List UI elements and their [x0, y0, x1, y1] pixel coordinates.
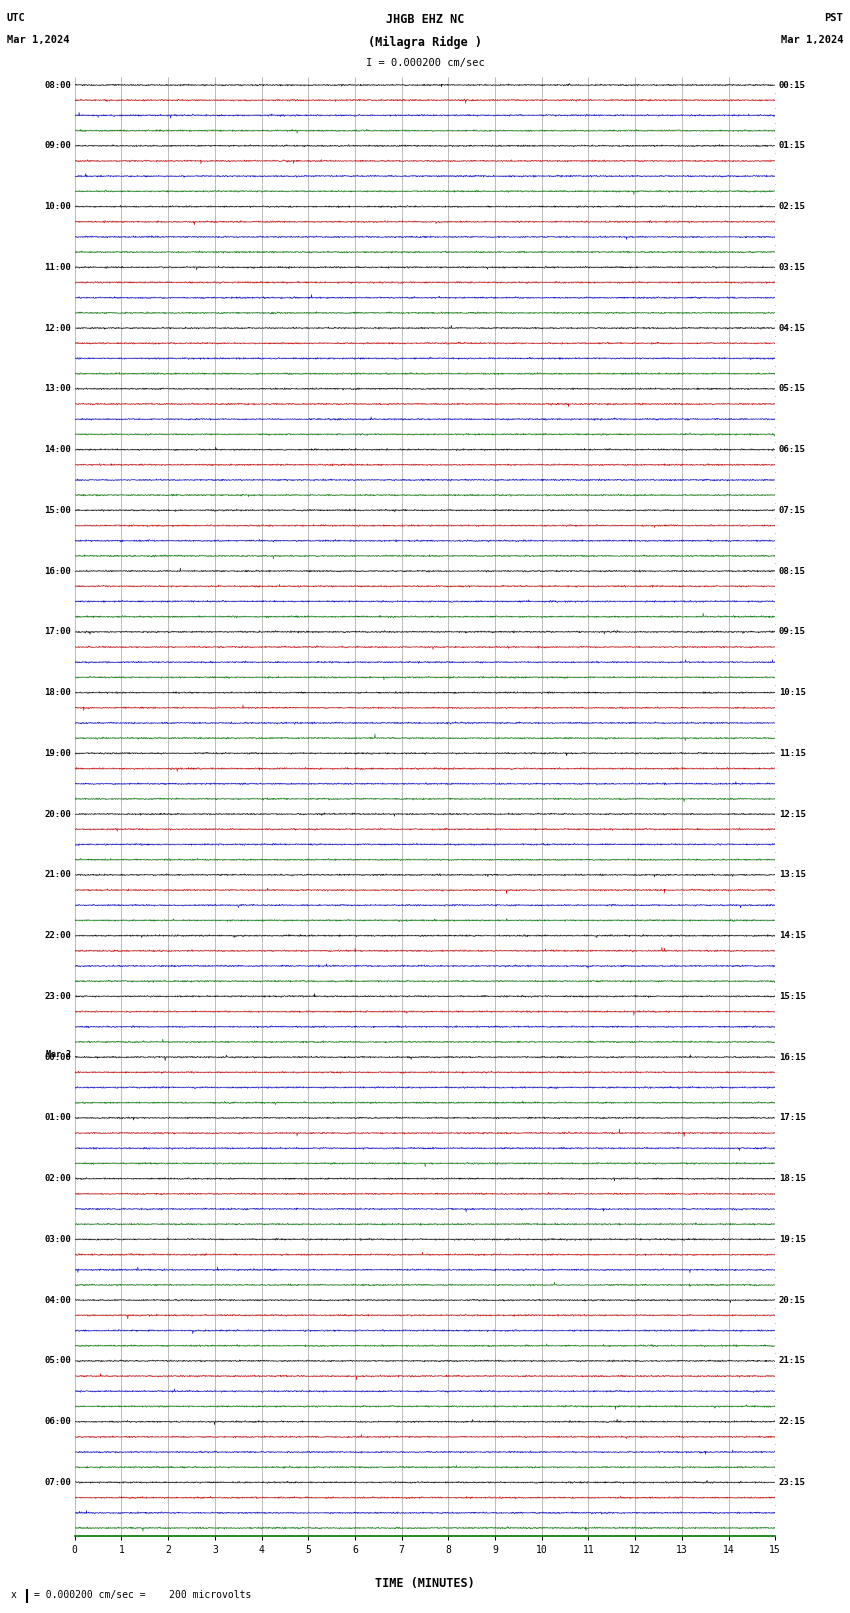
- Text: 18:15: 18:15: [779, 1174, 806, 1182]
- Text: UTC: UTC: [7, 13, 26, 23]
- Text: 05:15: 05:15: [779, 384, 806, 394]
- Text: 06:00: 06:00: [44, 1418, 71, 1426]
- Text: 23:00: 23:00: [44, 992, 71, 1000]
- Text: 04:00: 04:00: [44, 1295, 71, 1305]
- Text: 18:00: 18:00: [44, 689, 71, 697]
- Text: 10:00: 10:00: [44, 202, 71, 211]
- Text: 15:15: 15:15: [779, 992, 806, 1000]
- Text: 07:00: 07:00: [44, 1478, 71, 1487]
- Text: 14:15: 14:15: [779, 931, 806, 940]
- Text: 03:00: 03:00: [44, 1236, 71, 1244]
- Text: 11:00: 11:00: [44, 263, 71, 271]
- Text: 08:15: 08:15: [779, 566, 806, 576]
- Text: 02:00: 02:00: [44, 1174, 71, 1182]
- Text: 20:15: 20:15: [779, 1295, 806, 1305]
- Text: 08:00: 08:00: [44, 81, 71, 89]
- Text: (Milagra Ridge ): (Milagra Ridge ): [368, 35, 482, 48]
- Text: 10:15: 10:15: [779, 689, 806, 697]
- Text: 12:00: 12:00: [44, 324, 71, 332]
- Text: 01:00: 01:00: [44, 1113, 71, 1123]
- Text: I = 0.000200 cm/sec: I = 0.000200 cm/sec: [366, 58, 484, 68]
- Text: 22:15: 22:15: [779, 1418, 806, 1426]
- Text: 23:15: 23:15: [779, 1478, 806, 1487]
- Text: 06:15: 06:15: [779, 445, 806, 453]
- Text: 03:15: 03:15: [779, 263, 806, 271]
- Text: 00:00: 00:00: [44, 1053, 71, 1061]
- Text: 19:15: 19:15: [779, 1236, 806, 1244]
- Text: 20:00: 20:00: [44, 810, 71, 818]
- Text: 05:00: 05:00: [44, 1357, 71, 1365]
- Text: 16:00: 16:00: [44, 566, 71, 576]
- Text: 13:00: 13:00: [44, 384, 71, 394]
- Text: = 0.000200 cm/sec =    200 microvolts: = 0.000200 cm/sec = 200 microvolts: [34, 1590, 252, 1600]
- Text: 09:15: 09:15: [779, 627, 806, 636]
- Text: 22:00: 22:00: [44, 931, 71, 940]
- Text: 17:15: 17:15: [779, 1113, 806, 1123]
- Text: Mar 2: Mar 2: [46, 1050, 71, 1058]
- Text: 04:15: 04:15: [779, 324, 806, 332]
- Text: 11:15: 11:15: [779, 748, 806, 758]
- Text: 15:00: 15:00: [44, 506, 71, 515]
- Text: Mar 1,2024: Mar 1,2024: [780, 35, 843, 45]
- Text: 21:00: 21:00: [44, 871, 71, 879]
- Text: 13:15: 13:15: [779, 871, 806, 879]
- Text: 17:00: 17:00: [44, 627, 71, 636]
- Text: 07:15: 07:15: [779, 506, 806, 515]
- Text: 01:15: 01:15: [779, 142, 806, 150]
- Text: JHGB EHZ NC: JHGB EHZ NC: [386, 13, 464, 26]
- Text: 21:15: 21:15: [779, 1357, 806, 1365]
- Text: 14:00: 14:00: [44, 445, 71, 453]
- Text: x: x: [10, 1590, 16, 1600]
- Text: Mar 1,2024: Mar 1,2024: [7, 35, 70, 45]
- Text: PST: PST: [824, 13, 843, 23]
- Text: 00:15: 00:15: [779, 81, 806, 89]
- Text: 19:00: 19:00: [44, 748, 71, 758]
- Text: 02:15: 02:15: [779, 202, 806, 211]
- Text: TIME (MINUTES): TIME (MINUTES): [375, 1578, 475, 1590]
- Text: 12:15: 12:15: [779, 810, 806, 818]
- Text: 16:15: 16:15: [779, 1053, 806, 1061]
- Text: 09:00: 09:00: [44, 142, 71, 150]
